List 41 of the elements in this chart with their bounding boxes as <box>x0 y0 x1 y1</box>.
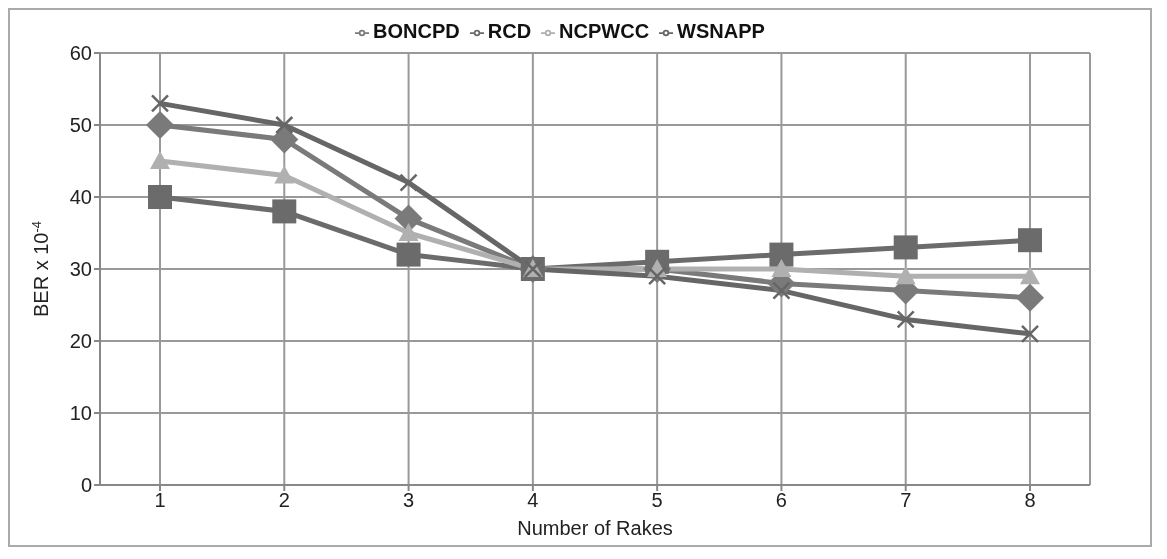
x-tick-label: 6 <box>775 489 787 512</box>
legend-label: WSNAPP <box>677 20 765 42</box>
point <box>150 94 170 113</box>
point <box>893 235 918 260</box>
legend-label: RCD <box>487 20 532 42</box>
point <box>398 223 419 241</box>
legend-label: NCPWCC <box>559 20 650 42</box>
point <box>275 115 294 135</box>
point <box>272 199 297 224</box>
y-tick-label: 30 <box>69 258 92 281</box>
legend-label: BONCPD <box>373 20 460 42</box>
x-tick-label: 4 <box>527 489 539 512</box>
y-tick-label: 10 <box>69 402 92 425</box>
x-tick-label: 2 <box>278 489 290 512</box>
point <box>1020 324 1040 344</box>
point <box>399 173 418 192</box>
point <box>771 259 792 277</box>
y-tick-label: 60 <box>69 42 92 65</box>
x-tick-label: 8 <box>1024 489 1036 512</box>
point <box>1020 266 1040 285</box>
point <box>148 185 172 209</box>
y-tick-label: 50 <box>69 114 92 137</box>
point <box>150 151 170 169</box>
y-tick-label: 40 <box>69 186 92 209</box>
point <box>647 266 667 286</box>
x-tick-label: 5 <box>651 489 663 512</box>
x-tick-label: 1 <box>154 489 166 512</box>
point <box>895 266 916 285</box>
x-tick-label: 7 <box>900 489 912 512</box>
point <box>146 111 174 139</box>
point <box>1016 283 1044 312</box>
y-tick-label: 0 <box>80 474 92 497</box>
point <box>769 242 794 267</box>
x-tick-label: 3 <box>403 489 415 512</box>
point <box>896 310 915 329</box>
point <box>1018 228 1042 253</box>
point <box>396 242 421 267</box>
y-tick-label: 20 <box>69 330 92 353</box>
point <box>270 125 299 154</box>
point <box>274 165 295 184</box>
x-axis-title: Number of Rakes <box>517 517 673 539</box>
